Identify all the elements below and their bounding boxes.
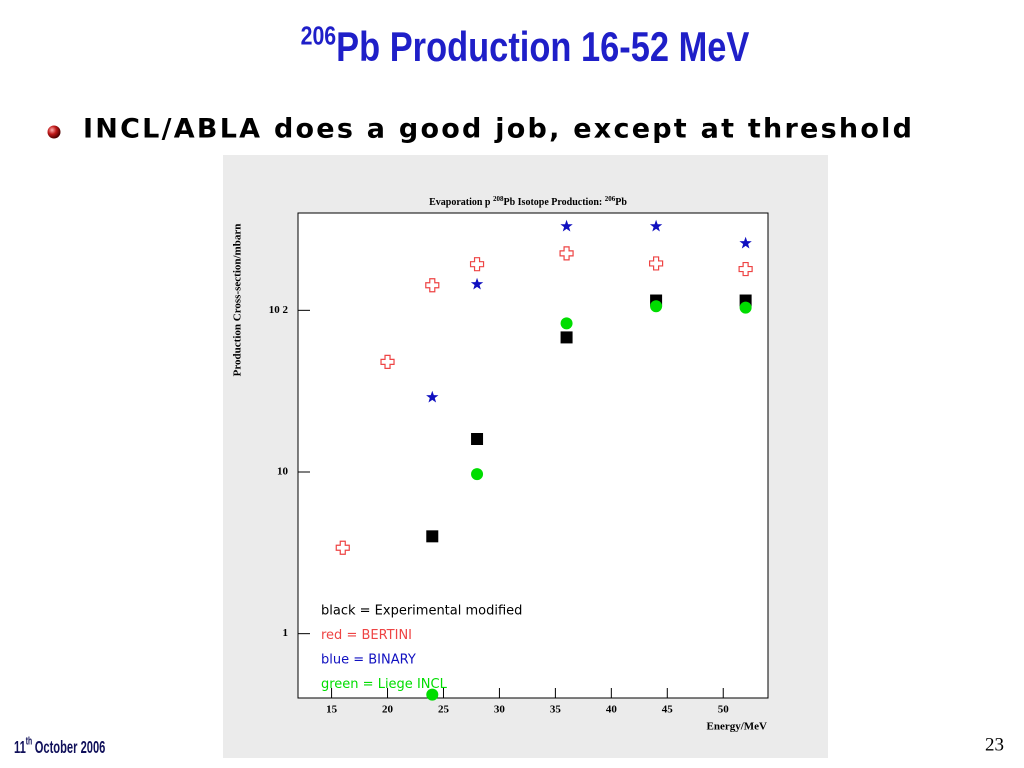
marker-circle xyxy=(739,301,752,314)
x-axis-label: Energy/MeV xyxy=(707,721,768,733)
title-part: Evaporation p xyxy=(429,197,493,208)
x-tick-label: 45 xyxy=(662,704,674,716)
marker-circle xyxy=(471,468,484,481)
footer-suffix: th xyxy=(26,735,33,747)
marker-cross xyxy=(738,261,753,277)
page-number: 23 xyxy=(985,734,1004,755)
marker-cross xyxy=(335,540,350,555)
marker-circle xyxy=(560,317,573,330)
marker-star xyxy=(426,390,439,403)
plot-area xyxy=(297,212,769,699)
footer-day: 11 xyxy=(14,737,26,757)
marker-cross xyxy=(380,354,395,369)
footer-rest: October 2006 xyxy=(35,737,106,757)
y-tick-label: 10 2 xyxy=(269,304,289,316)
legend-entry: red = BERTINI xyxy=(321,628,412,643)
x-tick-label: 15 xyxy=(326,704,338,716)
title-part: Pb xyxy=(615,197,627,208)
chart-title: Evaporation p 208Pb Isotope Production: … xyxy=(429,195,627,209)
title-part: Pb Isotope Production: xyxy=(504,197,605,208)
marker-cross xyxy=(559,246,574,261)
marker-square xyxy=(471,433,484,446)
legend-entry: blue = BINARY xyxy=(321,653,416,668)
footer-date: 11th October 2006 xyxy=(14,735,105,757)
marker-star xyxy=(739,236,752,249)
x-tick-label: 35 xyxy=(550,704,562,716)
title-part: 206 xyxy=(605,195,616,203)
title-part: 208 xyxy=(493,195,504,203)
slide-title: 206Pb Production 16-52 MeV xyxy=(301,22,750,71)
marker-cross xyxy=(425,278,440,293)
y-axis-label: Production Cross-section/mbarn xyxy=(232,224,244,377)
x-tick-label: 30 xyxy=(494,704,506,716)
marker-square xyxy=(426,530,439,543)
y-tick-label: 10 xyxy=(277,466,289,478)
title-superscript: 206 xyxy=(301,22,337,52)
marker-star xyxy=(470,277,484,290)
marker-star xyxy=(560,219,573,232)
legend-entry: green = Liege INCL xyxy=(321,677,448,692)
marker-square xyxy=(560,331,573,344)
y-tick-label: 1 xyxy=(283,627,289,639)
marker-circle xyxy=(650,300,663,313)
x-tick-label: 40 xyxy=(606,704,618,716)
title-text: Pb Production 16-52 MeV xyxy=(336,24,750,71)
marker-star xyxy=(649,219,663,232)
bullet-text: INCL/ABLA does a good job, except at thr… xyxy=(83,114,912,145)
x-tick-label: 25 xyxy=(438,704,450,716)
marker-cross xyxy=(469,257,485,272)
bullet-icon xyxy=(47,125,61,139)
legend-entry: black = Experimental modified xyxy=(321,604,522,619)
marker-circle xyxy=(426,688,439,701)
marker-cross xyxy=(648,256,664,271)
x-tick-label: 50 xyxy=(718,704,730,716)
x-tick-label: 20 xyxy=(382,704,394,716)
